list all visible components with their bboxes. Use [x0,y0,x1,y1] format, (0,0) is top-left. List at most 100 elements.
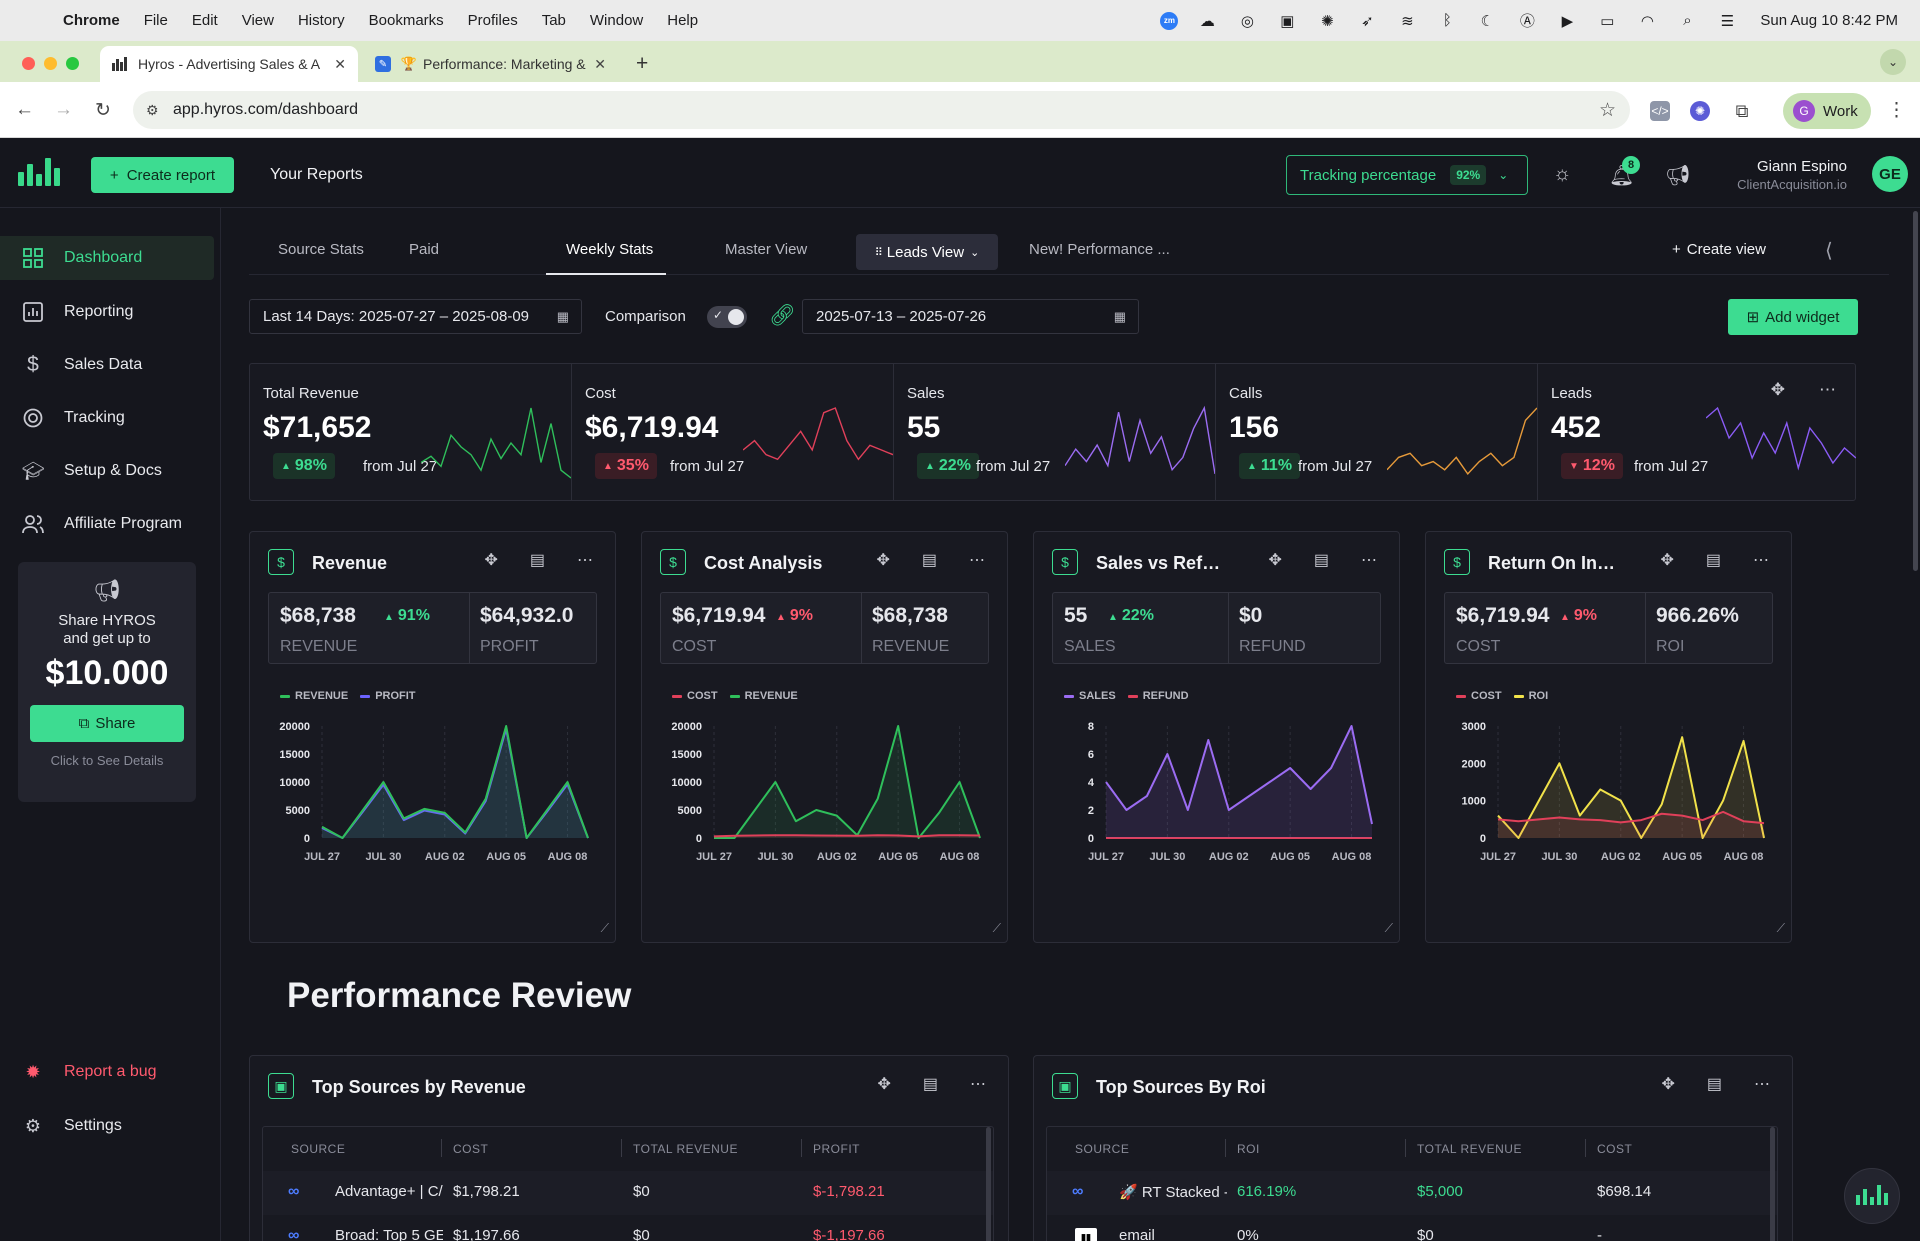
legend-item[interactable]: SALES [1064,690,1116,702]
loop-icon[interactable]: ≋ [1401,12,1414,30]
sidebar-item-affiliate[interactable]: Affiliate Program [0,502,215,546]
more-icon[interactable]: ⋯ [970,1076,986,1093]
user-avatar[interactable]: GE [1872,156,1908,192]
back-icon[interactable]: ← [15,99,34,120]
resize-handle-icon[interactable]: ⟋ [992,921,1001,935]
table-row[interactable]: ∞ 🚀 RT Stacked - 616.19% $5,000 $698.14 [1047,1171,1777,1215]
battery-icon[interactable]: ▭ [1600,12,1615,30]
play-icon[interactable]: ▶ [1561,12,1574,30]
notes-icon[interactable]: ▤ [1706,1076,1722,1093]
sidebar-item-dashboard[interactable]: Dashboard [0,236,214,280]
hyros-logo[interactable] [18,158,60,186]
openai-icon[interactable]: ✺ [1321,12,1334,30]
column-header[interactable]: SOURCE [291,1142,346,1156]
column-header[interactable]: COST [1597,1142,1633,1156]
stat-cost[interactable]: Cost $6,719.94 ▲ 35% from Jul 27 [572,364,894,500]
sidebar-item-tracking[interactable]: Tracking [0,396,215,440]
share-icon[interactable]: ⟨ [1825,240,1833,262]
legend-item[interactable]: COST [1456,690,1502,702]
megaphone-icon[interactable]: 📢︎ [1665,165,1691,187]
column-header[interactable]: ROI [1237,1142,1260,1156]
column-header[interactable]: TOTAL REVENUE [1417,1142,1522,1156]
table-widget-1[interactable]: ▣ Top Sources By Roi ✥ ▤ ⋯ SOURCE ROI TOTAL REV… [1033,1055,1793,1241]
hyros-assistant-button[interactable] [1844,1168,1900,1224]
legend-item[interactable]: REFUND [1127,690,1189,702]
menu-bookmarks[interactable]: Bookmarks [368,12,444,29]
user-name[interactable]: Giann Espino [1756,158,1847,175]
legend-item[interactable]: REVENUE [729,690,798,702]
tab-new-performance[interactable]: New! Performance ... [1029,241,1170,258]
add-widget-button[interactable]: ⊞ Add widget [1728,299,1858,335]
profile-button[interactable]: G Work [1783,93,1871,129]
move-icon[interactable]: ✥ [877,1076,891,1093]
resize-handle-icon[interactable]: ⟋ [1384,921,1393,935]
tab-close-icon[interactable]: ✕ [594,55,606,72]
browser-tab-hyros[interactable]: Hyros - Advertising Sales & A ✕ [100,46,358,82]
notes-icon[interactable]: ▤ [922,1076,938,1093]
more-icon[interactable]: ⋯ [1753,552,1769,569]
tracking-percentage-button[interactable]: Tracking percentage 92% ⌄ [1286,155,1528,195]
column-header[interactable]: SOURCE [1075,1142,1130,1156]
menu-file[interactable]: File [143,12,168,29]
notes-icon[interactable]: ▤ [1313,552,1329,569]
page-scrollbar[interactable] [1913,211,1918,571]
close-window-button[interactable] [22,57,35,70]
tab-source-stats[interactable]: Source Stats [278,241,364,258]
notes-icon[interactable]: ▤ [1705,552,1721,569]
share-hint[interactable]: Click to See Details [50,753,164,768]
comparison-date-picker[interactable]: 2025-07-13 – 2025-07-26 ▦ [802,299,1139,334]
legend-item[interactable]: PROFIT [360,690,416,702]
notes-icon[interactable]: ▤ [921,552,937,569]
search-icon[interactable]: ⌕ [1683,12,1692,29]
move-icon[interactable]: ✥ [1661,1076,1675,1093]
sidebar-item-setup-docs[interactable]: 🎓︎ Setup & Docs [0,449,215,493]
input-source-icon[interactable]: Ⓐ [1519,13,1535,30]
sun-icon[interactable]: ☼ [1553,163,1572,185]
menu-history[interactable]: History [297,12,345,29]
extensions-icon[interactable]: ⧉ [1735,100,1749,121]
tab-search-icon[interactable]: ⌄ [1880,49,1906,75]
sidebar-item-reporting[interactable]: Reporting [0,290,215,334]
notes-icon[interactable]: ▤ [529,552,545,569]
table-row[interactable]: ▮▮ email 0% $0 - [1047,1215,1777,1241]
wifi-icon[interactable]: ◠ [1640,12,1654,30]
creative-cloud-icon[interactable]: ◎ [1240,12,1254,30]
resize-handle-icon[interactable]: ⟋ [600,921,609,935]
code-extension-icon[interactable]: </> [1650,101,1670,121]
widget-1[interactable]: $ Cost Analysis ✥ ▤ ⋯ $6,719.94 ▲ 9% COST $68,738… [641,531,1008,943]
move-icon[interactable]: ✥ [1660,552,1674,569]
legend-item[interactable]: ROI [1513,690,1548,702]
table-scrollbar[interactable] [1770,1127,1775,1241]
more-icon[interactable]: ⋯ [1819,380,1836,399]
link-icon[interactable]: 🔗︎ [769,304,796,327]
menu-edit[interactable]: Edit [191,12,218,29]
tab-leads-view[interactable]: ⠿ Leads View ⌄ [856,234,998,270]
comparison-toggle[interactable]: ✓ [707,306,747,328]
stat-total-revenue[interactable]: Total Revenue $71,652 ▲ 98% from Jul 27 [250,364,572,500]
report-bug-link[interactable]: ✹ Report a bug [0,1050,215,1094]
browser-tab-performance[interactable]: ✎ 🏆 Performance: Marketing & ✕ [363,46,618,82]
more-icon[interactable]: ⋯ [1754,1076,1770,1093]
forward-icon[interactable]: → [54,99,73,120]
your-reports-link[interactable]: Your Reports [270,166,363,183]
tab-close-icon[interactable]: ✕ [334,55,346,72]
table-row[interactable]: ∞ Advantage+ | C/ $1,798.21 $0 $-1,798.21 [263,1171,993,1215]
create-view-button[interactable]: + Create view [1672,241,1766,258]
resize-handle-icon[interactable]: ⟋ [1776,921,1785,935]
create-report-button[interactable]: + Create report [91,157,234,193]
bookmark-star-icon[interactable]: ☆ [1598,99,1616,121]
move-icon[interactable]: ✥ [1268,552,1282,569]
menu-help[interactable]: Help [667,12,699,29]
tab-paid[interactable]: Paid [409,241,440,258]
minimize-window-button[interactable] [44,57,57,70]
menu-tab[interactable]: Tab [541,12,566,29]
widget-2[interactable]: $ Sales vs Refunds ✥ ▤ ⋯ 55 ▲ 22% SALES $0 REFUND S… [1033,531,1400,943]
menu-app-name[interactable]: Chrome [63,12,120,29]
menubar-clock[interactable]: Sun Aug 10 8:42 PM [1760,12,1898,29]
column-header[interactable]: PROFIT [813,1142,860,1156]
legend-item[interactable]: COST [672,690,718,702]
maximize-window-button[interactable] [66,57,79,70]
move-icon[interactable]: ✥ [876,552,890,569]
share-promo-card[interactable]: 📢︎ Share HYROS and get up to $10.000 ⧉ S… [18,562,196,802]
column-header[interactable]: COST [453,1142,489,1156]
